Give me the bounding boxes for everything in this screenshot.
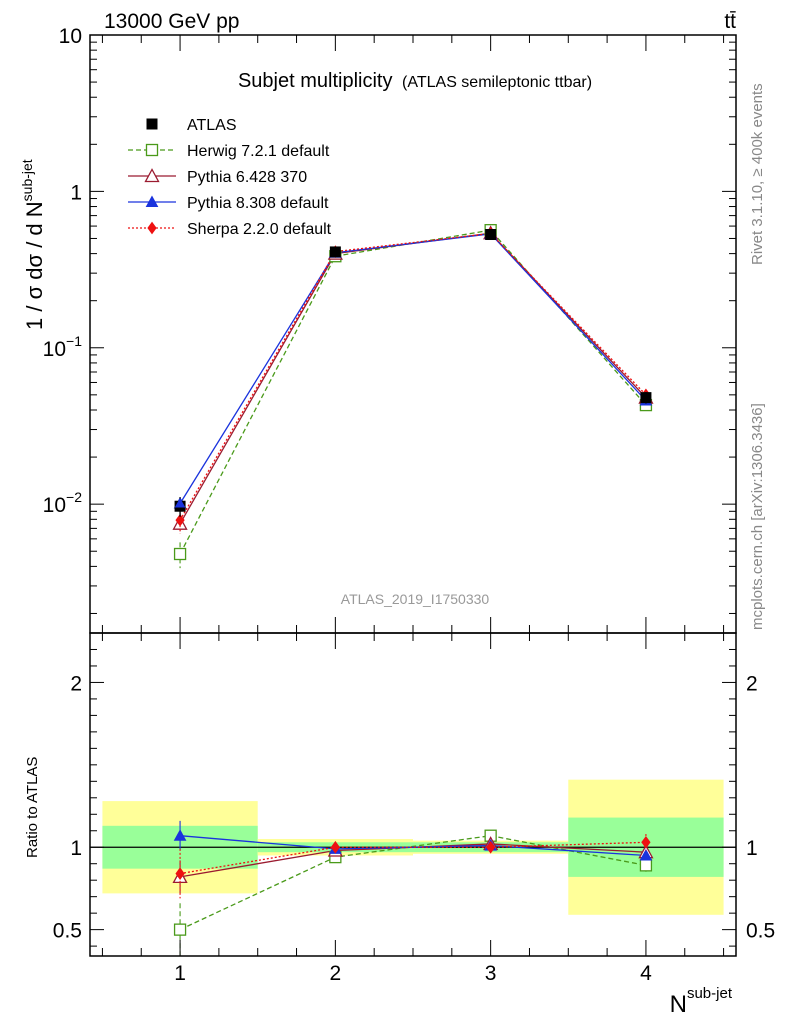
legend-marker-4 [145,195,159,207]
chart-title-main: Subjet multiplicity [238,70,393,92]
series-marks [172,224,654,956]
chart-title-sub: (ATLAS semileptonic ttbar) [402,74,592,91]
ratio-line-1 [179,835,647,931]
xtick-label-3: 3 [485,962,497,985]
rivet-label: Rivet 3.1.10, ≥ 400k events [749,83,766,265]
main-ylabel: 1 / σ dσ / d Nsub-jet [19,159,47,330]
xlabel-sup: sub-jet [687,985,733,1002]
legend-entry-5: Sherpa 2.2.0 default [128,221,332,238]
ratio-point-4-1 [175,867,185,880]
legend-label-1: ATLAS [187,117,237,134]
legend-label-5: Sherpa 2.2.0 default [187,221,332,238]
xlabel-text: N [670,991,687,1018]
legend-label-2: Herwig 7.2.1 default [187,143,330,160]
main-point-4-1 [175,513,185,527]
legend: ATLAS Herwig 7.2.1 default Pythia 6.428 37… [128,117,332,238]
main-line-3 [179,233,647,504]
main-ytick-label-3: 10−1 [43,333,83,361]
ratio-point-4-4 [641,835,651,849]
main-ylabel-text: 1 / σ dσ / d N [22,201,47,330]
data-point-4 [640,392,652,404]
chart-title: Subjet multiplicity (ATLAS semileptonic … [238,70,592,92]
series-lines [179,229,647,931]
legend-marker-3 [144,168,160,183]
legend-marker-5 [147,221,157,235]
main-line-1 [179,229,647,555]
ratio-point-1-1 [173,923,187,936]
main-ytick-base-3: 10 [43,338,66,361]
mcplots-label: mcplots.cern.ch [arXiv:1306.3436] [749,403,766,630]
main-ytick-label-1: 10 [59,25,82,48]
main-ytick-base-4: 10 [43,494,66,517]
legend-entry-2: Herwig 7.2.1 default [128,143,330,160]
analysis-watermark: ATLAS_2019_I1750330 [341,591,490,607]
ratio-point-4-2 [330,840,340,854]
legend-label-3: Pythia 6.428 370 [187,169,307,186]
main-point-3-1-top [174,497,186,508]
main-line-4 [179,232,647,521]
energy-label: 13000 GeV pp [104,10,239,33]
main-ytick-sup-4: −2 [66,489,82,505]
process-label: tt̄ [724,10,736,33]
ratio-ytick-label-left-1: 2 [70,672,82,695]
main-ylabel-sup: sub-jet [19,159,35,201]
ratio-ytick-label-right-2: 1 [746,837,758,860]
legend-entry-3: Pythia 6.428 370 [128,168,307,186]
ratio-point-3-1 [173,829,187,841]
main-line-2 [179,232,647,525]
ratio-ytick-label-right-1: 2 [746,672,758,695]
ratio-point-1-4 [639,859,653,872]
xtick-label-4: 4 [640,962,652,985]
legend-entry-1: ATLAS [146,117,237,134]
ratio-point-4-3 [486,840,496,854]
ratio-ylabel: Ratio to ATLAS [24,757,41,858]
legend-entry-4: Pythia 8.308 default [128,195,329,212]
data-point-2 [329,246,341,258]
main-ytick-sup-3: −1 [66,333,82,349]
legend-marker-1 [146,118,158,130]
data-point-3 [485,229,497,241]
ratio-ytick-label-right-3: 0.5 [746,920,775,943]
ratio-line-3 [180,835,646,857]
ratio-ytick-label-left-3: 0.5 [53,920,82,943]
ratio-point-3-4 [639,848,653,861]
xlabel: Nsub-jet [670,985,733,1018]
legend-label-4: Pythia 8.308 default [187,195,329,212]
legend-marker-2 [145,143,159,157]
xtick-label-2: 2 [330,962,342,985]
main-ytick-label-4: 10−2 [43,489,83,517]
main-ytick-label-2: 1 [70,181,82,204]
ratio-ytick-label-left-2: 1 [70,837,82,860]
xtick-label-1: 1 [174,962,186,985]
main-point-1-1 [173,547,187,561]
